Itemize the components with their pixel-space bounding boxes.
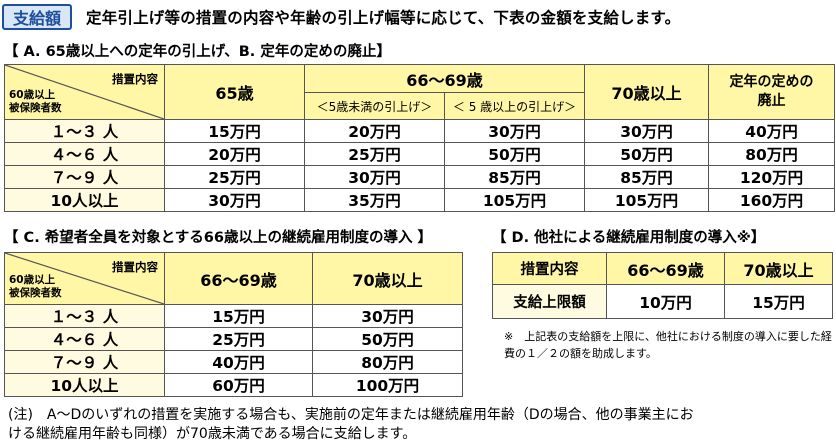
row-label: ７～９ 人 bbox=[4, 165, 165, 189]
header-66-sub2: ＜ 5 歳以上の引上げ＞ bbox=[443, 92, 586, 120]
cell: 80万円 bbox=[708, 142, 836, 166]
header-70: 70歳以上 bbox=[312, 252, 463, 305]
table-d: 措置内容 66～69歳 70歳以上 支給上限額 10万円 15万円 bbox=[492, 252, 833, 319]
table-row: 10人以上 60万円 100万円 bbox=[4, 373, 463, 397]
corner-top-label: 措置内容 bbox=[112, 72, 158, 86]
header-66-69: 66～69歳 bbox=[303, 64, 586, 93]
intro-text: 定年引上げ等の措置の内容や年齢の引上げ幅等に応じて、下表の金額を支給します。 bbox=[86, 9, 681, 27]
row-label: ７～９ 人 bbox=[4, 350, 165, 374]
cell: 85万円 bbox=[584, 165, 710, 189]
row-label: １～３ 人 bbox=[4, 304, 165, 328]
table-c: 措置内容 60歳以上 被保険者数 66～69歳 70歳以上 １～３ 人 15万円 … bbox=[4, 252, 463, 397]
cell: 50万円 bbox=[312, 327, 463, 351]
corner-bottom-label: 60歳以上 被保険者数 bbox=[9, 89, 62, 114]
cell: 20万円 bbox=[304, 119, 445, 143]
table-row: ７～９ 人 40万円 80万円 bbox=[4, 350, 463, 374]
cell: 40万円 bbox=[164, 350, 313, 374]
row-label: １～３ 人 bbox=[4, 119, 165, 143]
section-d-note: ※ 上記表の支給額を上限に、他社における制度の導入に要した経費の１／２の額を助成… bbox=[504, 330, 832, 360]
cell: 100万円 bbox=[312, 373, 463, 397]
cell: 35万円 bbox=[304, 188, 445, 212]
header-66-69: 66～69歳 bbox=[606, 252, 725, 285]
cell: 30万円 bbox=[584, 119, 710, 143]
section-ab-title: 【 A. 65歳以上への定年の引上げ、B. 定年の定めの廃止】 bbox=[4, 44, 391, 60]
table-row: １～３ 人 15万円 20万円 30万円 30万円 40万円 bbox=[4, 119, 836, 143]
header-66-69: 66～69歳 bbox=[164, 252, 313, 305]
corner-cell-ab: 措置内容 60歳以上 被保険者数 bbox=[4, 64, 165, 120]
cell: 85万円 bbox=[443, 165, 586, 189]
header-measure: 措置内容 bbox=[492, 252, 607, 285]
table-row: 支給上限額 10万円 15万円 bbox=[492, 284, 833, 319]
cell: 15万円 bbox=[164, 119, 305, 143]
cell: 50万円 bbox=[443, 142, 586, 166]
row-label: 10人以上 bbox=[4, 373, 165, 397]
row-label: ４～６ 人 bbox=[4, 142, 165, 166]
header-70: 70歳以上 bbox=[584, 64, 710, 120]
row-label: 10人以上 bbox=[4, 188, 165, 212]
table-row: １～３ 人 15万円 30万円 bbox=[4, 304, 463, 328]
cell: 15万円 bbox=[724, 284, 833, 319]
corner-top-label: 措置内容 bbox=[112, 260, 158, 274]
table-row: ７～９ 人 25万円 30万円 85万円 85万円 120万円 bbox=[4, 165, 836, 189]
footnote: (注) A～Dのいずれの措置を実施する場合も、実施前の定年または継続雇用年齢（D… bbox=[8, 406, 836, 444]
cell: 105万円 bbox=[443, 188, 586, 212]
cell: 15万円 bbox=[164, 304, 313, 328]
cell: 120万円 bbox=[708, 165, 836, 189]
cell: 30万円 bbox=[304, 165, 445, 189]
cell: 80万円 bbox=[312, 350, 463, 374]
cell: 105万円 bbox=[584, 188, 710, 212]
table-row: 10人以上 30万円 35万円 105万円 105万円 160万円 bbox=[4, 188, 836, 212]
corner-bottom-label: 60歳以上 被保険者数 bbox=[9, 274, 62, 299]
cell: 25万円 bbox=[304, 142, 445, 166]
cell: 30万円 bbox=[443, 119, 586, 143]
header-70: 70歳以上 bbox=[724, 252, 833, 285]
corner-cell-c: 措置内容 60歳以上 被保険者数 bbox=[4, 252, 165, 305]
cell: 60万円 bbox=[164, 373, 313, 397]
badge: 支給額 bbox=[2, 4, 72, 30]
row-label: ４～６ 人 bbox=[4, 327, 165, 351]
footnote-line-1: (注) A～Dのいずれの措置を実施する場合も、実施前の定年または継続雇用年齢（D… bbox=[8, 407, 694, 423]
section-d-title: 【 D. 他社による継続雇用制度の導入※】 bbox=[492, 230, 766, 246]
diagonal-line bbox=[5, 253, 164, 304]
cell: 30万円 bbox=[312, 304, 463, 328]
cell: 10万円 bbox=[606, 284, 725, 319]
table-row: ４～６ 人 25万円 50万円 bbox=[4, 327, 463, 351]
cell: 160万円 bbox=[708, 188, 836, 212]
cell: 40万円 bbox=[708, 119, 836, 143]
cell: 30万円 bbox=[164, 188, 305, 212]
table-row: ４～６ 人 20万円 25万円 50万円 50万円 80万円 bbox=[4, 142, 836, 166]
table-ab: 措置内容 60歳以上 被保険者数 65歳 66～69歳 70歳以上 定年の定めの廃… bbox=[4, 64, 836, 212]
header-abolish: 定年の定めの 廃止 bbox=[708, 64, 836, 120]
cell: 25万円 bbox=[164, 327, 313, 351]
cell: 50万円 bbox=[584, 142, 710, 166]
cell: 25万円 bbox=[164, 165, 305, 189]
diagonal-line bbox=[5, 65, 164, 119]
section-c-title: 【 C. 希望者全員を対象とする66歳以上の継続雇用制度の導入 】 bbox=[4, 230, 433, 246]
row-label: 支給上限額 bbox=[492, 284, 607, 319]
header-65: 65歳 bbox=[164, 64, 305, 120]
cell: 20万円 bbox=[164, 142, 305, 166]
header-66-sub1: ＜5歳未満の引上げ＞ bbox=[304, 92, 445, 120]
footnote-line-2: ける継続雇用年齢も同様）が70歳未満である場合に支給します。 bbox=[8, 426, 417, 442]
